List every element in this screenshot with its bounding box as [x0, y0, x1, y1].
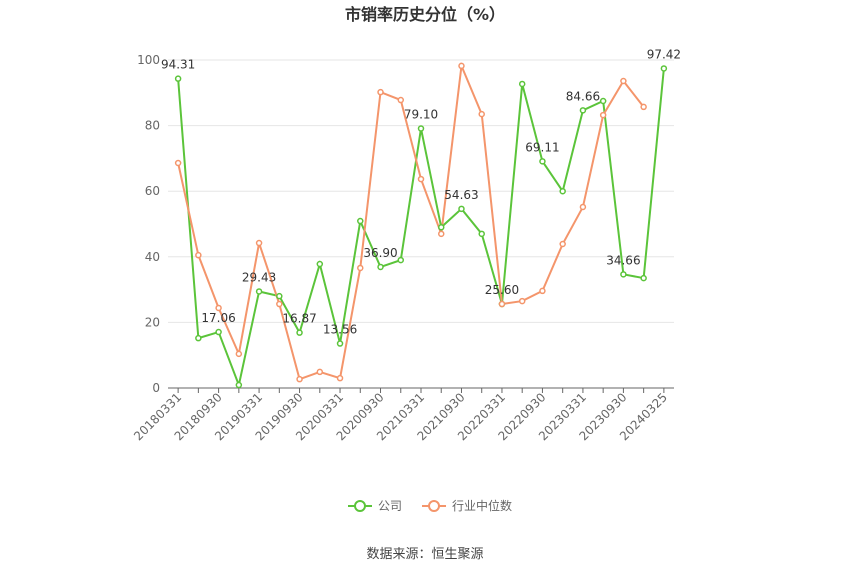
legend-marker	[428, 500, 441, 512]
chart-title: 市销率历史分位（%）	[345, 5, 505, 24]
point	[559, 187, 566, 195]
point	[559, 240, 566, 248]
point	[640, 103, 647, 111]
point	[417, 175, 425, 183]
point	[397, 96, 405, 104]
point	[660, 65, 668, 72]
point	[437, 224, 445, 231]
value-label: 94.31	[161, 58, 195, 72]
y-tick-label: 100	[137, 53, 160, 67]
point	[599, 111, 607, 119]
point	[357, 264, 364, 272]
legend-item[interactable]: 公司	[348, 499, 402, 513]
point	[235, 381, 243, 389]
point	[417, 125, 425, 132]
point	[336, 374, 344, 382]
point	[215, 328, 222, 336]
y-tick-label: 0	[152, 381, 160, 395]
point	[235, 350, 243, 358]
point	[276, 300, 283, 308]
value-label: 29.43	[242, 270, 276, 284]
value-label: 34.66	[606, 253, 640, 267]
point	[478, 110, 485, 118]
value-label: 17.06	[201, 311, 235, 325]
point	[276, 292, 283, 300]
point	[539, 158, 546, 165]
legend-label: 公司	[378, 499, 402, 513]
source: 数据来源：恒生聚源	[366, 547, 483, 562]
point	[255, 288, 263, 295]
point	[458, 205, 465, 213]
point	[195, 251, 202, 259]
point	[579, 203, 587, 211]
point	[437, 230, 445, 238]
value-label: 97.42	[647, 47, 681, 61]
point	[640, 274, 647, 282]
value-label: 13.56	[323, 323, 357, 337]
point	[316, 260, 324, 268]
y-tick-label: 40	[145, 250, 160, 264]
value-label: 36.90	[363, 246, 397, 260]
y-tick-label: 20	[145, 315, 160, 329]
point	[397, 256, 405, 264]
point	[357, 217, 364, 225]
point	[498, 300, 506, 308]
point	[174, 159, 182, 167]
point	[620, 77, 627, 85]
point	[539, 287, 546, 295]
point	[518, 297, 526, 305]
legend-item[interactable]: 行业中位数	[422, 498, 512, 513]
point	[195, 334, 202, 342]
point	[620, 271, 627, 278]
value-label: 16.87	[282, 312, 316, 326]
point	[377, 263, 384, 271]
value-label: 69.11	[525, 140, 559, 154]
point	[377, 88, 384, 96]
point	[215, 304, 222, 312]
point	[518, 80, 526, 88]
point	[296, 329, 303, 336]
legend-marker	[354, 500, 366, 512]
value-label: 25.60	[485, 283, 519, 297]
value-label: 54.63	[444, 188, 478, 202]
point	[599, 97, 607, 105]
point	[458, 62, 465, 70]
point	[296, 375, 303, 383]
point	[336, 340, 344, 347]
value-label: 84.66	[566, 89, 600, 103]
point	[255, 239, 263, 247]
legend-label: 行业中位数	[452, 498, 512, 513]
point	[579, 107, 587, 114]
point	[478, 230, 485, 238]
series-line	[177, 62, 645, 381]
y-tick-label: 60	[145, 184, 160, 198]
point	[316, 368, 324, 376]
point	[174, 75, 182, 82]
y-tick-label: 80	[145, 119, 160, 133]
value-label: 79.10	[404, 108, 438, 122]
